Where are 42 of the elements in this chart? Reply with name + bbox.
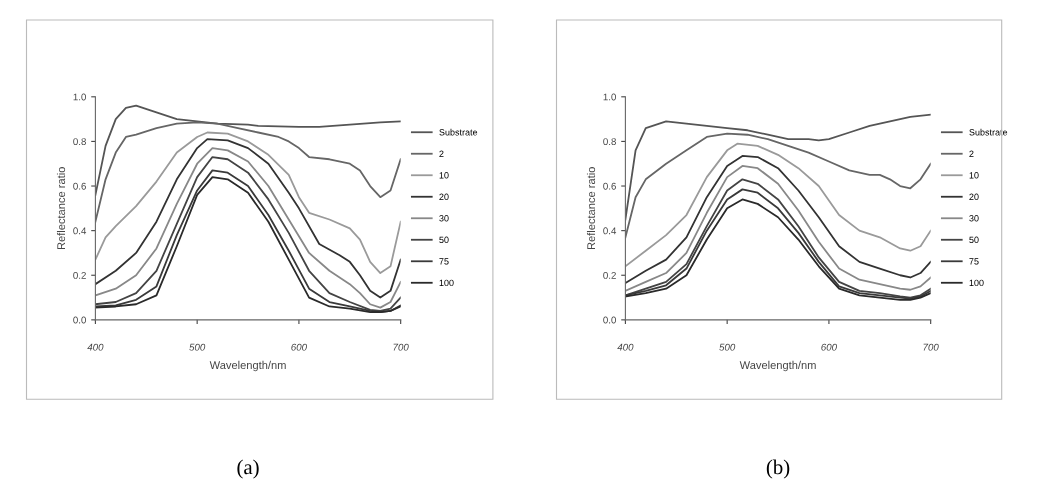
- legend-label: 50: [439, 236, 449, 244]
- x-tick-label: 400: [617, 343, 634, 351]
- y-tick-label: 1.0: [73, 93, 86, 101]
- legend-label: 30: [439, 215, 449, 222]
- legend-label: 30: [969, 215, 979, 222]
- x-axis-title: Wavelength/nm: [209, 360, 286, 372]
- y-tick-label: 0.8: [603, 138, 616, 146]
- x-tick-label: 600: [291, 343, 307, 351]
- x-tick-label: 400: [87, 343, 104, 351]
- y-tick-label: 0.4: [73, 227, 87, 235]
- x-tick-label: 700: [923, 343, 939, 351]
- legend-label: 10: [969, 172, 979, 179]
- legend-label: Substrate: [439, 128, 478, 136]
- x-tick-label: 500: [719, 343, 736, 351]
- y-tick-label: 0.8: [73, 138, 86, 146]
- text: (a): [237, 459, 259, 479]
- y-axis-title: Reflectance ratio: [586, 167, 596, 250]
- legend-label: 20: [969, 193, 979, 200]
- y-tick-label: 0.6: [603, 182, 616, 190]
- legend-label: 100: [969, 279, 984, 287]
- legend-label: 100: [439, 279, 454, 287]
- y-tick-label: 0.4: [603, 227, 617, 235]
- y-tick-label: 0.2: [73, 271, 86, 279]
- y-tick-label: 0.0: [73, 316, 86, 324]
- y-tick-label: 0.0: [603, 316, 616, 324]
- legend-label: 2: [439, 150, 444, 157]
- y-tick-label: 0.2: [603, 271, 616, 279]
- x-tick-label: 600: [821, 343, 837, 351]
- legend-label: 75: [439, 258, 449, 265]
- legend-label: 75: [969, 258, 979, 265]
- x-tick-label: 500: [189, 343, 206, 351]
- x-tick-label: 700: [393, 343, 409, 351]
- legend-label: 20: [439, 193, 449, 200]
- legend-label: Substrate: [969, 128, 1008, 136]
- y-tick-label: 1.0: [603, 93, 616, 101]
- legend-label: 2: [969, 150, 974, 157]
- legend-label: 10: [439, 172, 449, 179]
- y-tick-label: 0.6: [73, 182, 86, 190]
- x-axis-title: Wavelength/nm: [739, 360, 816, 372]
- legend-label: 50: [969, 236, 979, 244]
- text: (b): [766, 459, 790, 479]
- y-axis-title: Reflectance ratio: [56, 167, 66, 250]
